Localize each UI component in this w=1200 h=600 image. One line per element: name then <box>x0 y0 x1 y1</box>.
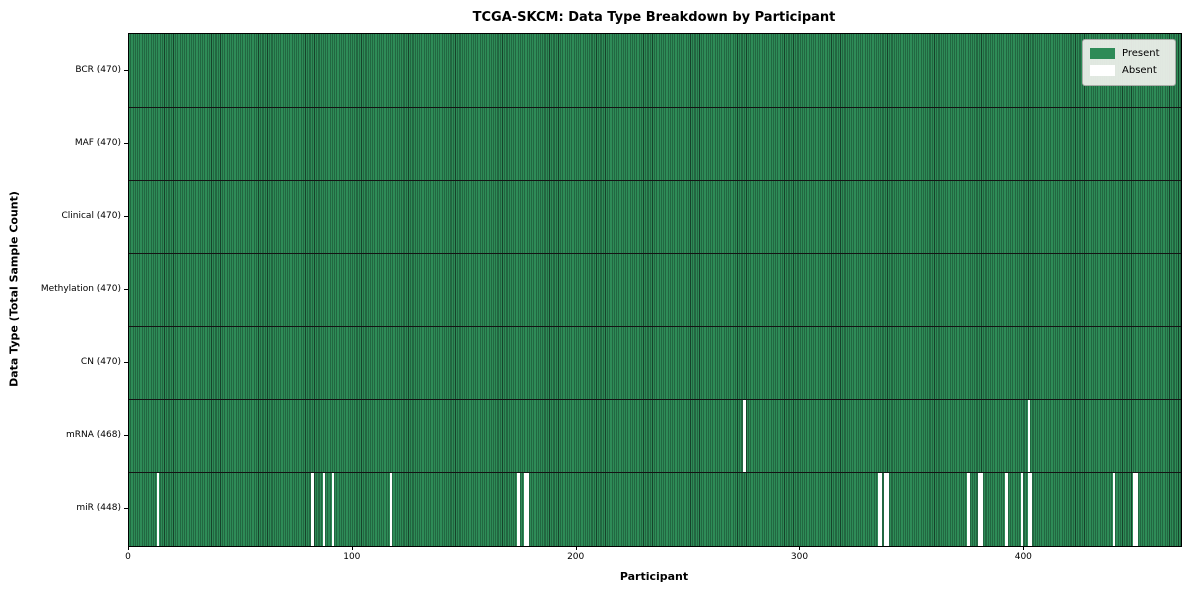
absent-stripe <box>877 472 881 546</box>
row-separator <box>129 399 1181 401</box>
y-tick-label-bcr: BCR (470) <box>75 64 121 75</box>
x-tick-mark <box>575 546 577 550</box>
legend-label-absent: Absent <box>1122 65 1157 76</box>
row-separator <box>129 326 1181 328</box>
row-separator <box>129 106 1181 108</box>
x-tick-label-200: 200 <box>567 552 585 562</box>
absent-stripe <box>1135 472 1138 546</box>
absent-stripe <box>156 472 160 546</box>
y-tick-mark <box>124 362 128 364</box>
legend-item-present: Present <box>1090 45 1168 62</box>
heatmap-row-bcr <box>129 34 1181 108</box>
chart-title: TCGA-SKCM: Data Type Breakdown by Partic… <box>472 10 836 25</box>
y-tick-label-cn: CN (470) <box>80 357 121 368</box>
heatmap-row-mir <box>129 472 1181 546</box>
y-tick-mark <box>124 69 128 71</box>
y-tick-mark <box>124 289 128 290</box>
y-tick-label-mrna: mRNA (468) <box>66 430 121 441</box>
heatmap-row-methylation <box>129 253 1181 327</box>
absent-stripe <box>322 472 326 546</box>
y-tick-label-maf: MAF (470) <box>74 137 121 148</box>
absent-stripe <box>980 472 984 546</box>
row-separator <box>129 252 1181 254</box>
absent-swatch-icon <box>1090 65 1115 76</box>
heatmap-row-cn <box>129 326 1181 400</box>
y-tick-mark <box>124 435 128 437</box>
x-tick-mark <box>128 546 129 550</box>
x-tick-mark <box>351 546 353 550</box>
row-separator <box>129 472 1181 474</box>
absent-stripe <box>1027 399 1031 473</box>
absent-stripe <box>1005 472 1008 546</box>
heatmap-row-mrna <box>129 399 1181 473</box>
legend-label-present: Present <box>1122 48 1160 59</box>
x-tick-label-300: 300 <box>790 552 809 562</box>
absent-stripe <box>1029 472 1033 546</box>
x-tick-mark <box>1023 546 1025 550</box>
plot-area <box>128 33 1182 547</box>
absent-stripe <box>524 472 527 546</box>
absent-stripe <box>1020 472 1024 546</box>
heatmap-row-clinical <box>129 180 1181 254</box>
present-swatch-icon <box>1090 48 1115 59</box>
absent-stripe <box>517 472 520 546</box>
y-tick-label-methylation: Methylation (470) <box>40 284 121 294</box>
x-tick-label-100: 100 <box>343 552 361 562</box>
absent-stripe <box>311 472 314 546</box>
absent-stripe <box>331 472 334 546</box>
y-tick-mark <box>124 142 128 144</box>
absent-stripe <box>1027 472 1031 546</box>
absent-stripe <box>526 472 529 546</box>
x-tick-label-0: 0 <box>125 552 131 562</box>
y-tick-mark <box>124 215 128 217</box>
legend: Present Absent <box>1082 39 1176 86</box>
x-axis-label: Participant <box>619 570 689 583</box>
absent-stripe <box>1112 472 1116 546</box>
legend-item-absent: Absent <box>1090 62 1168 79</box>
absent-stripe <box>978 472 981 546</box>
absent-stripe <box>884 472 887 546</box>
absent-stripe <box>743 399 746 473</box>
row-separator <box>129 179 1181 181</box>
heatmap-row-maf <box>129 107 1181 181</box>
y-tick-mark <box>124 508 128 510</box>
absent-stripe <box>879 472 883 546</box>
y-tick-label-mir: miR (448) <box>76 503 121 514</box>
x-tick-label-400: 400 <box>1014 552 1032 562</box>
absent-stripe <box>1132 472 1136 546</box>
absent-stripe <box>967 472 970 546</box>
x-tick-mark <box>799 546 801 550</box>
absent-stripe <box>886 472 890 546</box>
y-tick-label-clinical: Clinical (470) <box>61 210 121 221</box>
absent-stripe <box>389 472 393 546</box>
